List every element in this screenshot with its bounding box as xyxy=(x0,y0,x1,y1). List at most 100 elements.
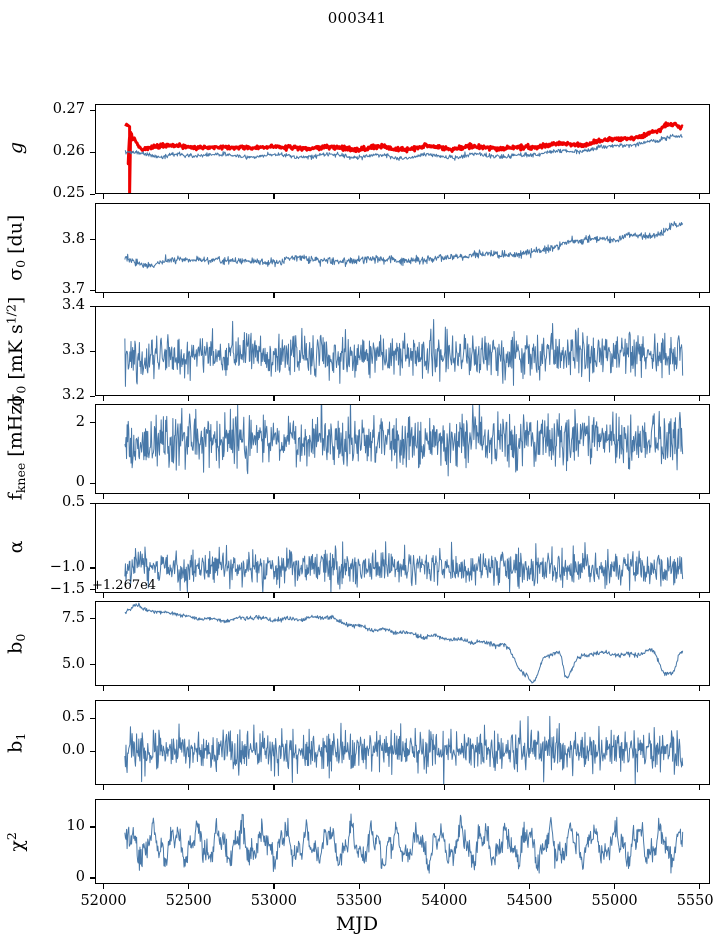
panel-b0-ytick-label: 5.0 xyxy=(61,655,85,672)
panel-chi2-ytick-mark xyxy=(90,826,95,828)
x-tick-mark xyxy=(443,686,445,691)
x-tick-label: 55500 xyxy=(676,893,714,909)
x-tick-mark xyxy=(273,396,275,401)
x-tick-mark xyxy=(273,194,275,199)
x-tick-mark xyxy=(188,293,190,298)
x-tick-mark xyxy=(103,494,105,499)
x-tick-mark xyxy=(443,293,445,298)
panel-g-ytick-mark xyxy=(90,193,95,195)
x-tick-mark xyxy=(188,494,190,499)
panel-sigma0-mk-ytick-mark xyxy=(90,395,95,397)
x-tick-mark xyxy=(358,396,360,401)
x-tick-mark xyxy=(699,593,701,598)
x-tick-label: 53000 xyxy=(250,893,297,909)
panel-b1 xyxy=(95,700,710,785)
x-tick-mark xyxy=(443,884,445,889)
x-tick-mark xyxy=(443,593,445,598)
series-line-alpha xyxy=(125,542,683,592)
x-tick-label: 54000 xyxy=(421,893,468,909)
x-tick-mark xyxy=(699,293,701,298)
x-tick-mark xyxy=(188,194,190,199)
panel-alpha-ytick-mark xyxy=(90,567,95,569)
panel-fknee-ytick-mark xyxy=(90,422,95,424)
panel-alpha-ytick-label: −1.5 xyxy=(49,580,85,597)
x-tick-mark xyxy=(103,686,105,691)
x-tick-mark xyxy=(273,884,275,889)
x-tick-mark xyxy=(614,593,616,598)
panel-sigma0-mk-ytick-label: 3.3 xyxy=(61,342,85,358)
panel-fknee-ytick-label: 0 xyxy=(75,474,85,491)
panel-g-ytick-label: 0.25 xyxy=(52,185,85,201)
x-axis-label: MJD xyxy=(335,913,379,935)
y-offset-label: +1.267e4 xyxy=(92,578,157,593)
panel-sigma0-mk-ytick-label: 3.2 xyxy=(61,387,85,403)
panel-alpha xyxy=(95,503,710,593)
panel-g-ytick-label: 0.27 xyxy=(52,101,85,118)
panel-sigma0-mk xyxy=(95,306,710,396)
x-tick-mark xyxy=(699,494,701,499)
x-tick-mark xyxy=(614,494,616,499)
series-line-sigma0-mk xyxy=(125,319,683,386)
panel-fknee-ytick-label: 2 xyxy=(75,413,85,430)
x-tick-mark xyxy=(188,396,190,401)
x-tick-mark xyxy=(358,494,360,499)
panel-fknee-ytick-mark xyxy=(90,482,95,485)
x-tick-mark xyxy=(699,785,701,790)
panel-chi2 xyxy=(95,799,710,884)
x-tick-mark xyxy=(358,785,360,790)
x-tick-label: 52000 xyxy=(80,893,127,909)
x-tick-mark xyxy=(614,884,616,889)
series-line-gain-red xyxy=(126,123,683,193)
x-tick-mark xyxy=(614,785,616,790)
series-line-b1 xyxy=(125,716,683,784)
panel-chi2-ytick-label: 0 xyxy=(75,868,85,885)
x-tick-mark xyxy=(188,785,190,790)
panel-b1-ytick-mark xyxy=(90,750,95,752)
x-tick-mark xyxy=(103,194,105,199)
x-tick-mark xyxy=(273,293,275,298)
panel-alpha-ytick-label: −1.0 xyxy=(49,558,85,575)
x-tick-label: 53500 xyxy=(335,893,383,909)
panel-fknee xyxy=(95,404,710,494)
series-line-chi2 xyxy=(125,814,683,873)
panel-sigma0-du-ytick-mark xyxy=(90,239,95,241)
x-tick-mark xyxy=(614,293,616,298)
x-tick-mark xyxy=(358,194,360,199)
panel-sigma0-mk-ytick-mark xyxy=(90,350,95,352)
panel-b0-ytick-mark xyxy=(90,664,95,666)
panel-g-ytick-label: 0.26 xyxy=(52,143,85,160)
x-tick-mark xyxy=(103,396,105,401)
x-tick-mark xyxy=(528,884,531,889)
figure-title: 000341 xyxy=(327,9,387,27)
x-tick-mark xyxy=(528,494,531,499)
panel-sigma0-du xyxy=(95,203,710,293)
x-tick-mark xyxy=(699,194,701,199)
x-tick-mark xyxy=(358,884,360,889)
panel-b1-ytick-label: 0.0 xyxy=(61,742,85,758)
x-tick-mark xyxy=(358,686,360,691)
x-tick-mark xyxy=(273,686,275,691)
x-tick-mark xyxy=(103,884,105,889)
panel-sigma0-du-ytick-label: 3.8 xyxy=(61,230,85,247)
x-tick-mark xyxy=(188,686,190,691)
x-tick-label: 52500 xyxy=(165,893,212,909)
panel-chi2-ylabel: χ2 xyxy=(4,831,28,852)
panel-alpha-ytick-mark xyxy=(90,502,95,504)
x-tick-mark xyxy=(188,593,190,598)
x-tick-mark xyxy=(443,494,445,499)
x-tick-mark xyxy=(528,396,531,401)
panel-g-ytick-mark xyxy=(90,109,95,111)
x-tick-mark xyxy=(358,293,360,298)
panel-sigma0-du-ytick-label: 3.7 xyxy=(61,281,85,298)
x-tick-mark xyxy=(614,194,616,199)
series-line-gain-blue xyxy=(125,134,683,160)
x-tick-mark xyxy=(103,785,105,790)
panel-b0 xyxy=(95,601,710,686)
panel-sigma0-mk-ytick-mark xyxy=(90,305,95,307)
x-tick-mark xyxy=(614,686,616,691)
x-tick-mark xyxy=(528,194,531,199)
panel-g-ytick-mark xyxy=(90,151,95,153)
x-tick-mark xyxy=(103,593,105,598)
series-line-sigma0-du xyxy=(125,222,683,269)
